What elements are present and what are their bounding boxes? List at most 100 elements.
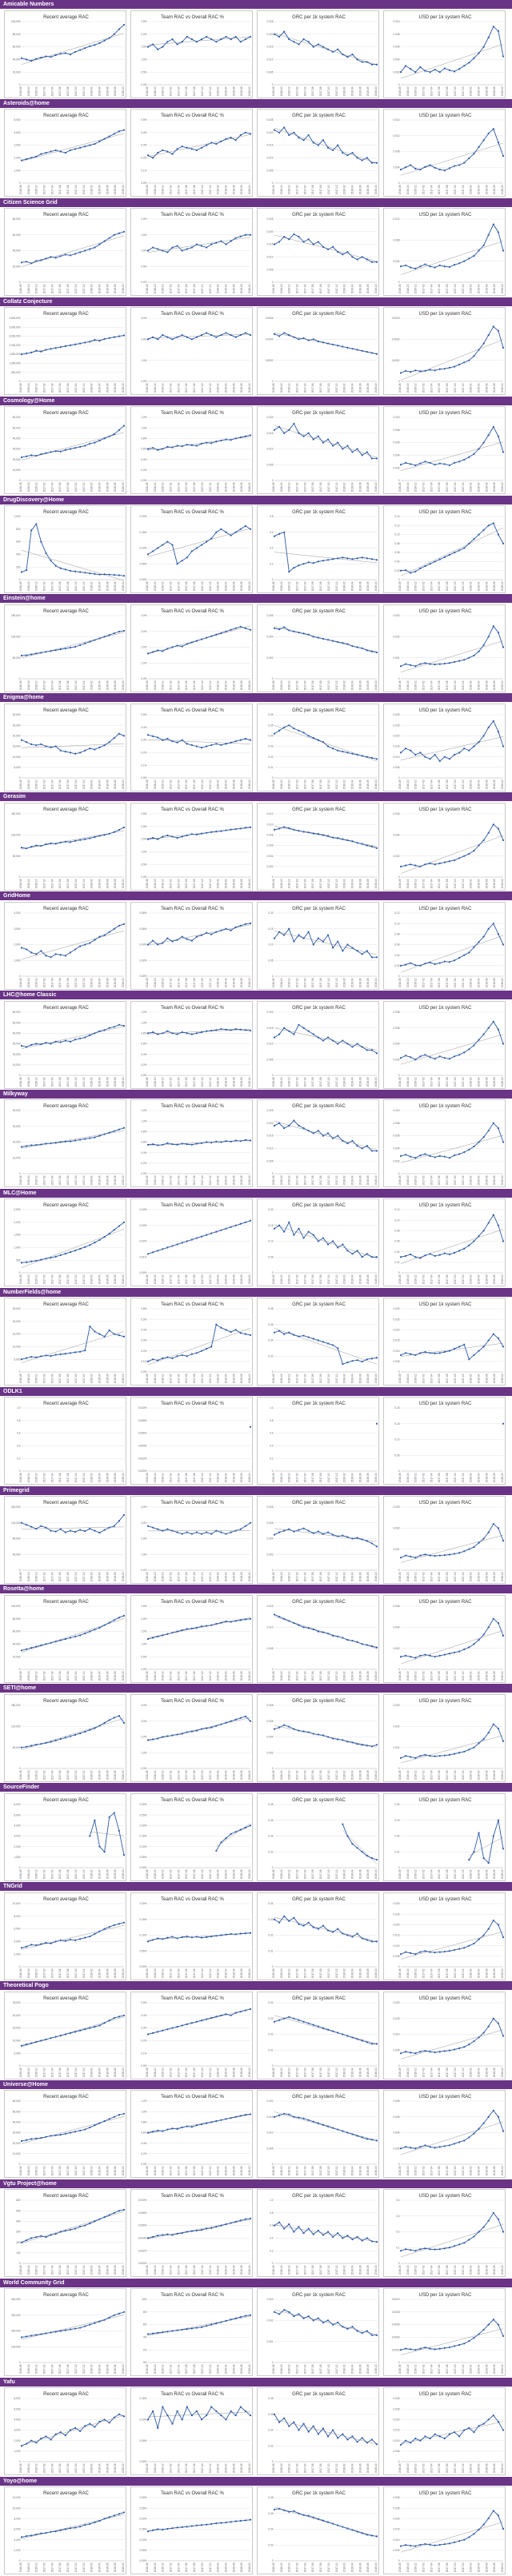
y-tick-label: 0: [19, 281, 21, 284]
y-tick-label: 0.3: [396, 2215, 400, 2218]
y-tick-label: 25,000: [13, 2001, 21, 2004]
chart-title: Recent average RAC: [43, 213, 89, 217]
x-tick-label: 2017-02: [43, 1671, 46, 1681]
x-tick-label: 2018-06: [485, 1275, 488, 1285]
data-point: [249, 1932, 252, 1934]
data-point: [103, 2319, 106, 2321]
data-point: [346, 1536, 349, 1538]
x-tick-label: 2016-12: [162, 1473, 165, 1482]
y-tick-label: 0.5%: [141, 265, 146, 269]
data-point: [361, 454, 363, 457]
x-tick-label: 2018-06: [485, 1572, 488, 1581]
data-point: [482, 2122, 485, 2125]
x-tick-label: 2017-04: [430, 1869, 433, 1879]
y-tick-label: 0.01%: [139, 1256, 146, 1259]
data-point: [288, 1725, 290, 1728]
trend-line: [274, 552, 378, 564]
data-point: [463, 1051, 466, 1053]
data-point: [249, 1334, 252, 1337]
data-point: [356, 1359, 358, 1362]
data-point: [288, 2113, 290, 2116]
data-point: [230, 38, 232, 40]
data-point: [429, 2248, 431, 2251]
data-point: [356, 258, 358, 261]
y-tick-label: 200: [16, 2241, 21, 2244]
data-point: [468, 852, 470, 855]
x-tick-label: 2017-08: [193, 1077, 196, 1087]
data-point: [478, 146, 480, 149]
data-point: [487, 2219, 490, 2223]
y-tick-label: 0: [272, 1370, 274, 1374]
y-tick-label: 0.010: [267, 256, 274, 259]
data-point: [410, 2249, 412, 2251]
data-point: [122, 1127, 126, 1130]
data-point: [220, 929, 222, 931]
x-tick-label: 2017-08: [66, 1374, 70, 1383]
data-point: [317, 1630, 319, 1633]
x-tick-label: 2017-06: [311, 482, 314, 492]
y-tick-label: 0.003: [267, 2298, 274, 2301]
data-point: [468, 456, 470, 458]
chart-panel: Team RAC vs Overall RAC % 0.00% 0.02% 0.04%…: [130, 901, 253, 990]
data-point: [322, 341, 325, 344]
data-point: [225, 1533, 227, 1535]
x-tick-label: 2017-12: [209, 1077, 212, 1087]
x-tick-label: 2016-08: [19, 2364, 22, 2374]
x-tick-label: 2017-02: [43, 1968, 46, 1978]
data-point: [79, 944, 82, 947]
x-tick-label: 2018-04: [350, 86, 354, 96]
x-tick-label: 2016-10: [27, 1176, 30, 1186]
x-tick-label: 2017-04: [303, 482, 306, 492]
data-point: [113, 233, 115, 237]
data-point: [181, 1031, 183, 1033]
data-point: [69, 1938, 72, 1940]
series-line: [274, 927, 377, 958]
y-tick-label: 0.8: [270, 1419, 274, 1422]
data-point: [181, 739, 183, 741]
y-tick-label: 0.008: [394, 1011, 400, 1014]
trend-line: [147, 1028, 251, 1034]
y-tick-label: 0.15%: [139, 531, 146, 534]
x-tick-label: 2017-08: [446, 482, 449, 492]
data-point: [332, 1634, 334, 1637]
data-point: [458, 1552, 461, 1554]
x-tick-label: 2017-10: [327, 86, 330, 96]
series-line: [400, 326, 504, 374]
data-point: [322, 1039, 325, 1042]
data-point: [200, 1625, 203, 1628]
data-point: [502, 2335, 505, 2338]
data-point: [157, 2030, 159, 2032]
x-tick-label: 2017-10: [201, 978, 204, 987]
line-chart: GRC per 1k system RAC00.0050.0100.0150.0…: [267, 213, 378, 294]
data-point: [40, 350, 42, 353]
chart-panel: Recent average RAC 0 0.2 0.4 0.6 0.8 1.0 2016-0…: [4, 1397, 126, 1485]
data-point: [351, 348, 354, 350]
x-tick-label: 2016-10: [154, 1671, 157, 1681]
data-point: [356, 2037, 358, 2040]
data-point: [190, 1533, 193, 1535]
data-point: [30, 2335, 33, 2337]
data-point: [220, 528, 222, 530]
data-point: [337, 1635, 339, 1637]
data-point: [366, 557, 368, 560]
x-tick-label: 2016-10: [154, 185, 157, 195]
data-point: [448, 1057, 451, 1059]
data-point: [414, 570, 417, 572]
data-point: [40, 652, 42, 654]
data-point: [176, 1144, 178, 1146]
data-point: [298, 42, 300, 46]
chart-title: GRC per 1k system RAC: [292, 807, 346, 812]
data-point: [181, 645, 183, 648]
x-tick-label: 2018-04: [98, 680, 101, 690]
data-point: [215, 2015, 218, 2017]
x-tick-label: 2016-08: [19, 185, 22, 195]
data-point: [356, 1537, 358, 1539]
y-tick-label: 180,000: [11, 1704, 21, 1707]
chart-title: GRC per 1k system RAC: [292, 312, 346, 317]
data-point: [468, 1244, 470, 1247]
line-chart: Recent average RAC020,00040,00060,00080,…: [13, 213, 126, 294]
y-tick-label: 5,000: [14, 2052, 21, 2055]
data-point: [108, 1329, 110, 1332]
x-tick-label: 2018-06: [106, 1176, 109, 1186]
data-point: [492, 1617, 494, 1620]
